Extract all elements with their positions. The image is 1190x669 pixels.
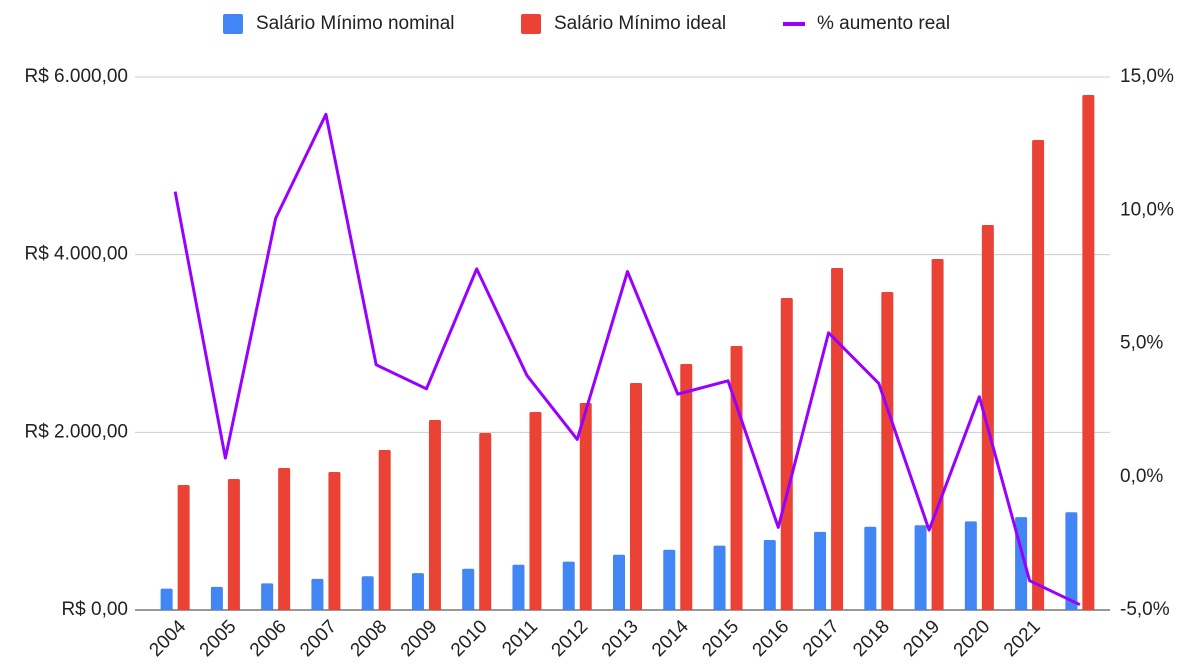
y-tick-label: R$ 2.000,00: [24, 421, 128, 442]
bar: [964, 521, 977, 610]
bar: [881, 291, 894, 610]
bar: [261, 583, 274, 610]
bar: [479, 433, 492, 610]
bar: [428, 419, 441, 610]
y2-tick-label: -5,0%: [1120, 599, 1170, 620]
x-tick-label: 2020: [950, 616, 995, 661]
bar: [864, 526, 877, 610]
legend-swatch: [223, 14, 243, 34]
bar: [411, 573, 424, 610]
bar: [311, 578, 324, 610]
bar: [1032, 139, 1045, 610]
bar: [780, 298, 793, 610]
y2-tick-label: 5,0%: [1120, 333, 1163, 354]
x-tick-label: 2017: [799, 616, 844, 661]
bar: [512, 564, 525, 610]
legend-swatch: [783, 22, 805, 26]
x-tick-label: 2018: [849, 616, 894, 661]
x-tick-label: 2019: [899, 616, 944, 661]
x-tick-label: 2009: [397, 616, 442, 661]
bar: [1065, 512, 1078, 610]
y2-tick-label: 0,0%: [1120, 466, 1163, 487]
y-tick-label: R$ 0,00: [61, 599, 128, 620]
x-tick-label: 2008: [347, 616, 392, 661]
y-tick-label: R$ 4.000,00: [24, 244, 128, 265]
bar: [680, 364, 693, 610]
bar: [763, 539, 776, 610]
x-tick-label: 2013: [598, 616, 643, 661]
bar: [663, 549, 676, 610]
x-tick-label: 2016: [749, 616, 794, 661]
bar: [328, 472, 341, 610]
x-tick-label: 2021: [1000, 616, 1045, 661]
legend-label: Salário Mínimo nominal: [256, 13, 455, 34]
legend-swatch: [521, 14, 541, 34]
bar: [730, 345, 743, 610]
bar: [462, 568, 475, 610]
bar: [210, 586, 223, 610]
bar: [914, 525, 927, 610]
bar: [931, 259, 944, 610]
x-tick-label: 2005: [196, 616, 241, 661]
x-tick-label: 2004: [145, 616, 190, 661]
x-tick-label: 2007: [296, 616, 341, 661]
bar: [529, 411, 542, 610]
bar: [831, 267, 844, 610]
x-tick-label: 2015: [698, 616, 743, 661]
bar: [814, 531, 827, 610]
bar: [361, 576, 374, 610]
bar: [713, 545, 726, 610]
legend-label: Salário Mínimo ideal: [554, 13, 726, 34]
bar: [630, 383, 642, 610]
y-tick-label: R$ 6.000,00: [24, 66, 128, 87]
y2-tick-label: 15,0%: [1120, 66, 1174, 87]
y2-tick-label: 10,0%: [1120, 199, 1174, 220]
legend-label: % aumento real: [817, 13, 950, 34]
x-tick-label: 2006: [246, 616, 291, 661]
bar: [160, 588, 173, 610]
bar: [1082, 95, 1095, 611]
x-tick-label: 2012: [548, 616, 593, 661]
x-tick-label: 2010: [447, 616, 492, 661]
line: [173, 112, 1081, 607]
bar: [562, 561, 575, 610]
bar: [278, 468, 291, 610]
x-tick-label: 2011: [498, 616, 542, 660]
x-tick-label: 2014: [648, 616, 693, 661]
bar: [227, 478, 240, 610]
bar: [613, 554, 625, 610]
bar: [981, 224, 994, 610]
bar: [378, 450, 391, 610]
bar: [579, 403, 592, 610]
bar: [177, 485, 190, 610]
